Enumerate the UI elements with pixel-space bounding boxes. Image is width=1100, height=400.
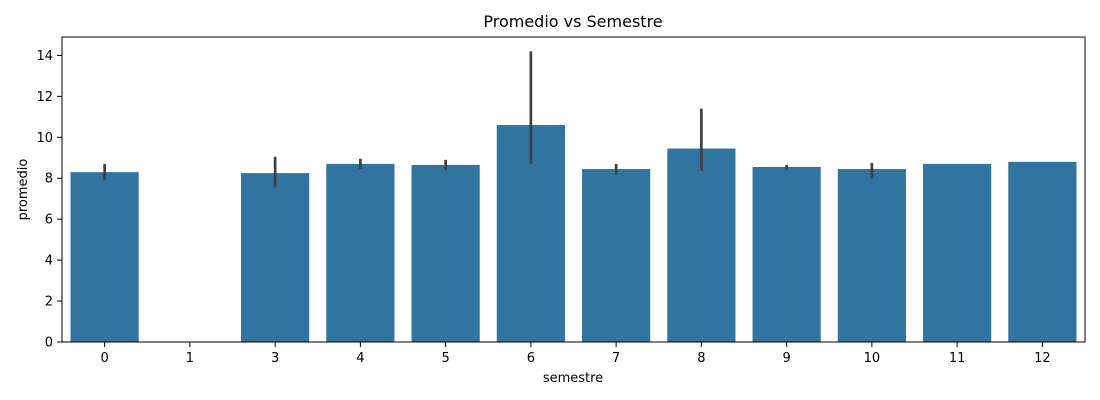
bar-semestre-5 bbox=[411, 164, 480, 342]
chart-title: Promedio vs Semestre bbox=[483, 12, 662, 31]
y-axis-label: promedio bbox=[16, 159, 31, 221]
x-tick-label: 1 bbox=[186, 351, 194, 366]
x-tick-label: 10 bbox=[864, 351, 881, 366]
bar-semestre-11 bbox=[923, 163, 992, 342]
y-tick-label: 4 bbox=[45, 254, 53, 269]
y-tick-label: 8 bbox=[45, 172, 53, 187]
y-axis: 0 2 4 6 8 10 12 14 bbox=[36, 49, 62, 351]
x-tick-label: 8 bbox=[697, 351, 705, 366]
x-tick-label: 4 bbox=[356, 351, 364, 366]
bar-semestre-3 bbox=[241, 173, 310, 342]
x-tick-label: 6 bbox=[527, 351, 535, 366]
x-tick-label: 12 bbox=[1034, 351, 1051, 366]
bar-semestre-10 bbox=[837, 169, 906, 342]
x-tick-label: 9 bbox=[782, 351, 790, 366]
x-tick-label: 11 bbox=[949, 351, 966, 366]
y-tick-label: 10 bbox=[36, 131, 53, 146]
bars-layer bbox=[70, 125, 1077, 342]
x-axis-label: semestre bbox=[543, 371, 603, 386]
bar-semestre-8 bbox=[667, 148, 736, 342]
y-tick-label: 2 bbox=[45, 295, 53, 310]
y-tick-label: 0 bbox=[45, 336, 53, 351]
bar-semestre-12 bbox=[1008, 161, 1077, 342]
x-axis: 0 1 3 4 5 6 7 8 9 10 11 12 bbox=[100, 342, 1051, 366]
y-tick-label: 14 bbox=[36, 49, 53, 64]
y-tick-label: 6 bbox=[45, 213, 53, 228]
plot-frame bbox=[61, 36, 1086, 343]
x-tick-label: 3 bbox=[271, 351, 279, 366]
bar-semestre-4 bbox=[326, 163, 395, 342]
y-tick-label: 12 bbox=[36, 90, 53, 105]
bar-semestre-9 bbox=[752, 166, 821, 342]
bar-semestre-7 bbox=[582, 169, 651, 342]
bar-semestre-0 bbox=[70, 172, 139, 342]
x-tick-label: 0 bbox=[100, 351, 108, 366]
error-bars-layer bbox=[103, 51, 874, 188]
x-tick-label: 5 bbox=[441, 351, 449, 366]
x-tick-label: 7 bbox=[612, 351, 620, 366]
